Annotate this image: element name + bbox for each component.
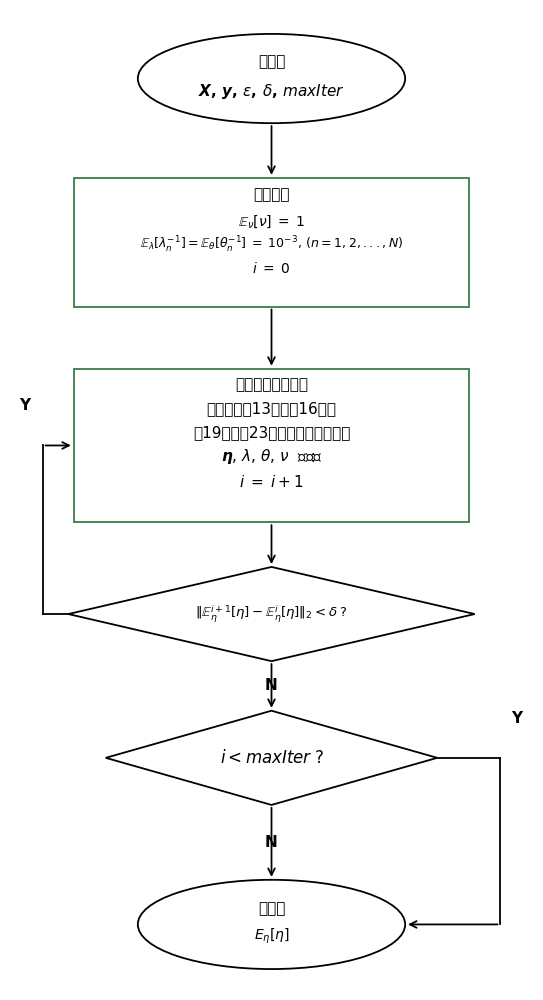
FancyBboxPatch shape <box>74 178 469 307</box>
Text: $i\;=\;0$: $i\;=\;0$ <box>252 261 291 276</box>
Text: $\boldsymbol{X}$, $\boldsymbol{y}$, $\epsilon$, $\delta$, $\mathit{maxIter}$: $\boldsymbol{X}$, $\boldsymbol{y}$, $\ep… <box>198 82 345 101</box>
Polygon shape <box>68 567 475 661</box>
FancyBboxPatch shape <box>74 369 469 522</box>
Ellipse shape <box>138 880 405 969</box>
Text: Y: Y <box>511 711 522 726</box>
Text: N: N <box>265 678 278 693</box>
Text: $\boldsymbol{\eta}$, $\lambda$, $\theta$, $\nu$  的期望: $\boldsymbol{\eta}$, $\lambda$, $\theta$… <box>220 447 323 466</box>
Text: 输出：: 输出： <box>258 901 285 916</box>
Text: $i < \mathit{maxIter}\;?$: $i < \mathit{maxIter}\;?$ <box>219 749 324 767</box>
Text: $\|\mathbb{E}_\eta^{i+1}[\eta]-\mathbb{E}_\eta^{i}[\eta]\|_2 < \delta\;?$: $\|\mathbb{E}_\eta^{i+1}[\eta]-\mathbb{E… <box>195 603 348 625</box>
Text: $\mathbb{E}_\lambda[\lambda_n^{-1}]=\mathbb{E}_\theta[\theta_n^{-1}]\;=\;10^{-3}: $\mathbb{E}_\lambda[\lambda_n^{-1}]=\mat… <box>140 235 403 255</box>
Polygon shape <box>106 711 437 805</box>
Text: 更新变量的分布：: 更新变量的分布： <box>235 377 308 392</box>
Ellipse shape <box>138 34 405 123</box>
Text: $E_\eta[\eta]$: $E_\eta[\eta]$ <box>254 927 289 946</box>
Text: $\mathbb{E}_\nu[\nu]\;=\;1$: $\mathbb{E}_\nu[\nu]\;=\;1$ <box>238 213 305 230</box>
Text: $i\;=\;i+1$: $i\;=\;i+1$ <box>239 474 304 490</box>
Text: （19）、（23）分别更新随机变量: （19）、（23）分别更新随机变量 <box>193 425 350 440</box>
Text: 初始化：: 初始化： <box>253 187 290 202</box>
Text: N: N <box>265 835 278 850</box>
Text: 根据公式（13）、（16）、: 根据公式（13）、（16）、 <box>206 401 337 416</box>
Text: 输入：: 输入： <box>258 54 285 69</box>
Text: Y: Y <box>19 398 30 413</box>
